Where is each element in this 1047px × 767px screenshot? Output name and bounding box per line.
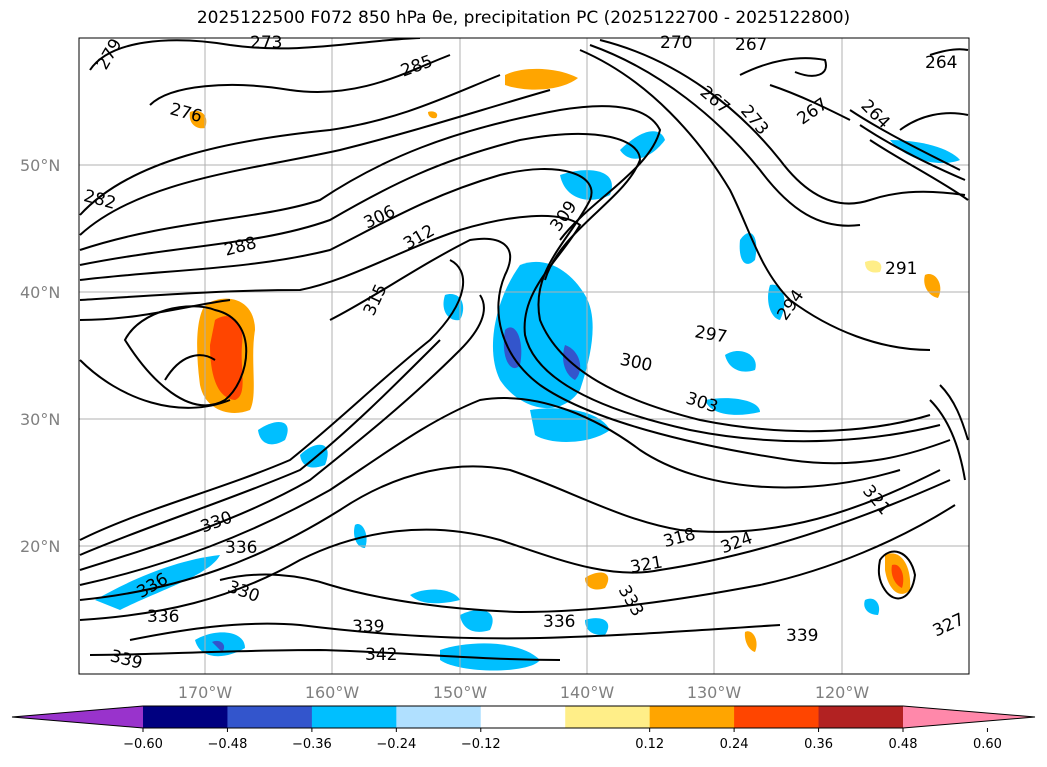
lon-tick-labels: 170°W 160°W 150°W 140°W 130°W 120°W [178,683,870,702]
contour-label: 336 [147,607,179,627]
precip-pos-region [189,110,207,129]
chart-title: 2025122500 F072 850 hPa θe, precipitatio… [196,8,851,28]
colorbar [11,705,1036,729]
colorbar-tick-label: −0.12 [461,737,501,752]
colorbar-segment [649,706,735,728]
colorbar-extend-min [12,706,143,728]
lat-tick-label: 20°N [20,537,60,556]
lat-tick-labels: 50°N 40°N 30°N 20°N [20,156,60,556]
precip-pos-core [210,316,243,400]
precip-neg-region [300,444,328,468]
precip-neg-region [440,643,540,671]
lon-tick-label: 130°W [687,683,742,702]
colorbar-segment [143,706,228,728]
precip-neg-region [530,408,610,442]
precip-neg-region [95,555,220,610]
lon-tick-label: 170°W [178,683,233,702]
lon-tick-label: 120°W [815,683,870,702]
colorbar-tick-label: 0.24 [720,737,749,752]
lat-tick-label: 30°N [20,410,60,429]
lat-tick-label: 40°N [20,283,60,302]
contour-label: 270 [660,33,692,53]
colorbar-tick-label: 0.60 [973,737,1002,752]
lat-tick-label: 50°N [20,156,60,175]
precip-neg-region [585,618,609,636]
colorbar-segment [311,706,397,728]
precip-neg-core [503,327,522,369]
contour-label: 336 [543,612,575,632]
colorbar-tick-labels: −0.60 −0.48 −0.36 −0.24 −0.12 0.12 0.24 0.36 0.4… [123,728,1002,752]
precip-neg-core [212,640,225,652]
grid-lines [79,38,969,674]
contour-label: 267 [735,35,767,55]
colorbar-segment [734,706,820,728]
precip-pos-region [585,572,609,590]
precip-pos-region [744,631,757,652]
colorbar-segment [227,706,313,728]
colorbar-extend-max [903,706,1035,728]
colorbar-segment [565,706,651,728]
colorbar-tick-label: −0.48 [208,737,248,752]
plot-frame [78,37,970,675]
colorbar-tick-label: 0.36 [804,737,833,752]
colorbar-tick-label: 0.12 [635,737,664,752]
colorbar-tick-label: 0.48 [889,737,918,752]
contour-label: 339 [352,617,384,637]
precip-neg-region [725,350,756,372]
precip-neg-region [460,610,493,632]
lon-tick-label: 150°W [433,683,488,702]
colorbar-segment [480,706,566,728]
precip-neg-region [620,131,665,159]
precip-pos-region [505,68,578,90]
precip-shading [95,68,960,671]
precip-neg-region [739,232,757,264]
colorbar-tick-label: −0.24 [376,737,416,752]
precip-neg-region [258,421,288,445]
precip-pos-core [891,564,904,588]
contour-label: 339 [786,626,818,646]
colorbar-tick-label: −0.36 [292,737,332,752]
precip-neg-region [768,284,785,320]
precip-pos-region [428,111,438,119]
precip-neg-region [705,398,760,415]
lon-tick-label: 160°W [305,683,360,702]
colorbar-tick-label: −0.60 [123,737,163,752]
contour-label: 264 [925,53,957,73]
contour-label: 342 [365,645,397,665]
precip-neg-region [410,589,460,604]
precip-neg-region [354,524,367,548]
contour-label: 273 [250,33,282,53]
precip-pos-region [865,260,882,273]
precip-neg-region [560,170,612,200]
colorbar-segment [818,706,904,728]
theta-e-contours [79,38,969,661]
precip-neg-region [864,598,880,615]
contour-label: 291 [885,259,917,279]
contour-label: 336 [225,538,257,558]
colorbar-segment [396,706,482,728]
lon-tick-label: 140°W [560,683,615,702]
